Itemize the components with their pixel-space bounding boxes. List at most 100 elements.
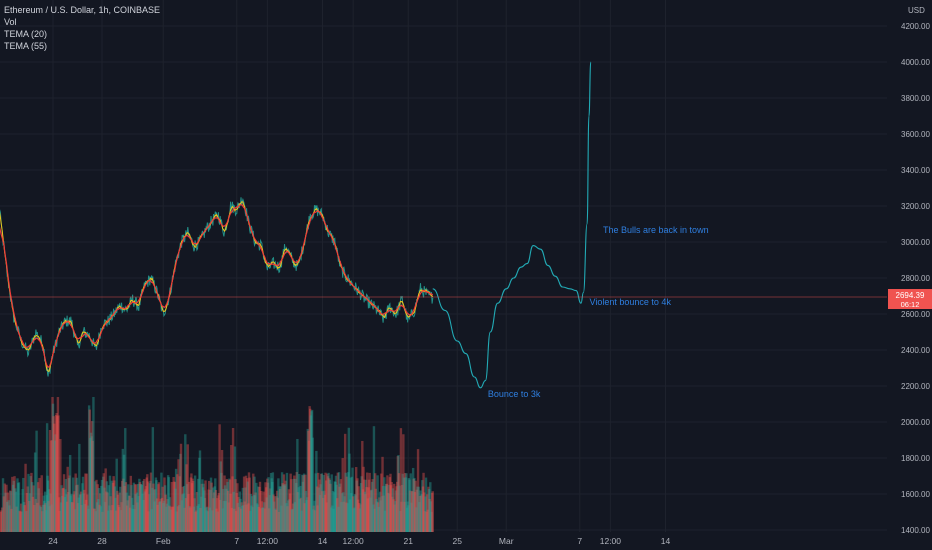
volume-bar (206, 506, 209, 532)
volume-bar (79, 494, 82, 532)
volume-bar (407, 478, 411, 532)
volume-bar (146, 474, 149, 532)
volume-bar (375, 498, 378, 532)
volume-bar (42, 500, 46, 532)
volume-bar (142, 500, 145, 532)
volume-bar (239, 508, 243, 532)
volume-bar (289, 473, 292, 532)
volume-bar (151, 427, 155, 532)
volume-bar (172, 477, 175, 532)
volume-bar (214, 490, 218, 532)
volume-bar (320, 473, 324, 532)
volume-bar (119, 486, 122, 532)
volume-bar (408, 479, 411, 532)
volume-bar (370, 481, 374, 532)
volume-bar (389, 485, 393, 532)
volume-bar (145, 477, 148, 532)
volume-bar (291, 503, 295, 532)
volume-bar (381, 485, 385, 532)
volume-bar (253, 495, 257, 532)
volume-bar (319, 484, 322, 532)
volume-bar (13, 476, 16, 532)
volume-bar (242, 476, 246, 532)
volume-bar (103, 501, 107, 532)
volume-bar (158, 502, 161, 532)
volume-bar (98, 504, 101, 532)
volume-bar (394, 490, 398, 532)
volume-bar (86, 494, 89, 532)
volume-bar (120, 502, 123, 532)
volume-bar (114, 510, 118, 532)
volume-bar (216, 511, 219, 532)
volume-bar (405, 507, 409, 532)
volume-bar (318, 479, 321, 532)
volume-bar (337, 472, 341, 532)
volume-bar (341, 458, 344, 532)
price-axis[interactable]: 1400.00 1600.00 1800.00 2000.00 2200.00 2400.… (888, 6, 932, 535)
volume-bar (162, 500, 166, 532)
volume-bar (35, 430, 38, 532)
indicator-tema-20[interactable]: TEMA (20) (4, 29, 48, 39)
time-axis[interactable]: 24 28 Feb 7 12:00 14 12:00 21 25 Mar 7 12:00 14 (48, 536, 670, 546)
volume-bar (273, 496, 276, 532)
volume-bar (139, 484, 142, 532)
volume-bar (345, 502, 348, 532)
volume-bar (373, 473, 377, 532)
volume-bar (9, 491, 13, 532)
volume-bar (140, 484, 143, 532)
volume-bar (67, 478, 71, 532)
indicator-vol[interactable]: Vol (4, 17, 17, 27)
volume-bar (26, 486, 29, 532)
volume-bar (207, 480, 211, 532)
volume-bar (82, 493, 85, 532)
volume-bar (125, 505, 129, 532)
volume-bar (226, 490, 230, 532)
volume-bar (233, 446, 237, 532)
volume-bar (39, 507, 43, 532)
volume-bar (0, 507, 4, 532)
volume-bar (122, 478, 125, 532)
volume-bar (359, 483, 363, 532)
volume-bar (109, 510, 113, 532)
volume-bar (237, 496, 240, 532)
volume-bar (417, 486, 420, 532)
volume-bar (28, 501, 31, 532)
volume-bar (252, 494, 256, 532)
volume-bar (430, 511, 433, 532)
volume-bar (189, 507, 192, 532)
volume-bar (154, 477, 158, 532)
x-tick-label: 28 (97, 536, 107, 546)
volume-bar (367, 479, 371, 532)
volume-bar (368, 472, 371, 532)
volume-bar (418, 495, 422, 532)
x-tick-label: 12:00 (342, 536, 364, 546)
volume-bar (421, 486, 425, 532)
volume-bar (56, 416, 59, 532)
volume-bar (307, 430, 310, 532)
volume-bar (320, 473, 323, 532)
volume-bar (414, 480, 417, 532)
volume-bar (196, 478, 200, 532)
volume-bar (258, 481, 262, 532)
volume-bar (248, 477, 251, 532)
volume-bar (380, 496, 384, 532)
volume-bar (117, 504, 120, 532)
volume-bar (192, 480, 195, 532)
volume-bar (51, 397, 54, 532)
volume-bar (24, 463, 27, 532)
volume-bar (136, 502, 139, 532)
volume-bar (392, 499, 395, 532)
volume-bar (241, 505, 244, 532)
volume-bar (121, 480, 124, 532)
volume-bar (152, 489, 156, 532)
volume-bar (357, 486, 360, 532)
indicator-tema-55[interactable]: TEMA (55) (4, 41, 48, 51)
volume-bar (17, 483, 20, 532)
volume-bar (187, 494, 190, 532)
volume-bar (260, 490, 263, 532)
volume-bar (381, 456, 384, 532)
volume-bar (388, 493, 391, 532)
volume-bar (68, 475, 71, 532)
symbol-title[interactable]: Ethereum / U.S. Dollar, 1h, COINBASE (4, 5, 161, 15)
